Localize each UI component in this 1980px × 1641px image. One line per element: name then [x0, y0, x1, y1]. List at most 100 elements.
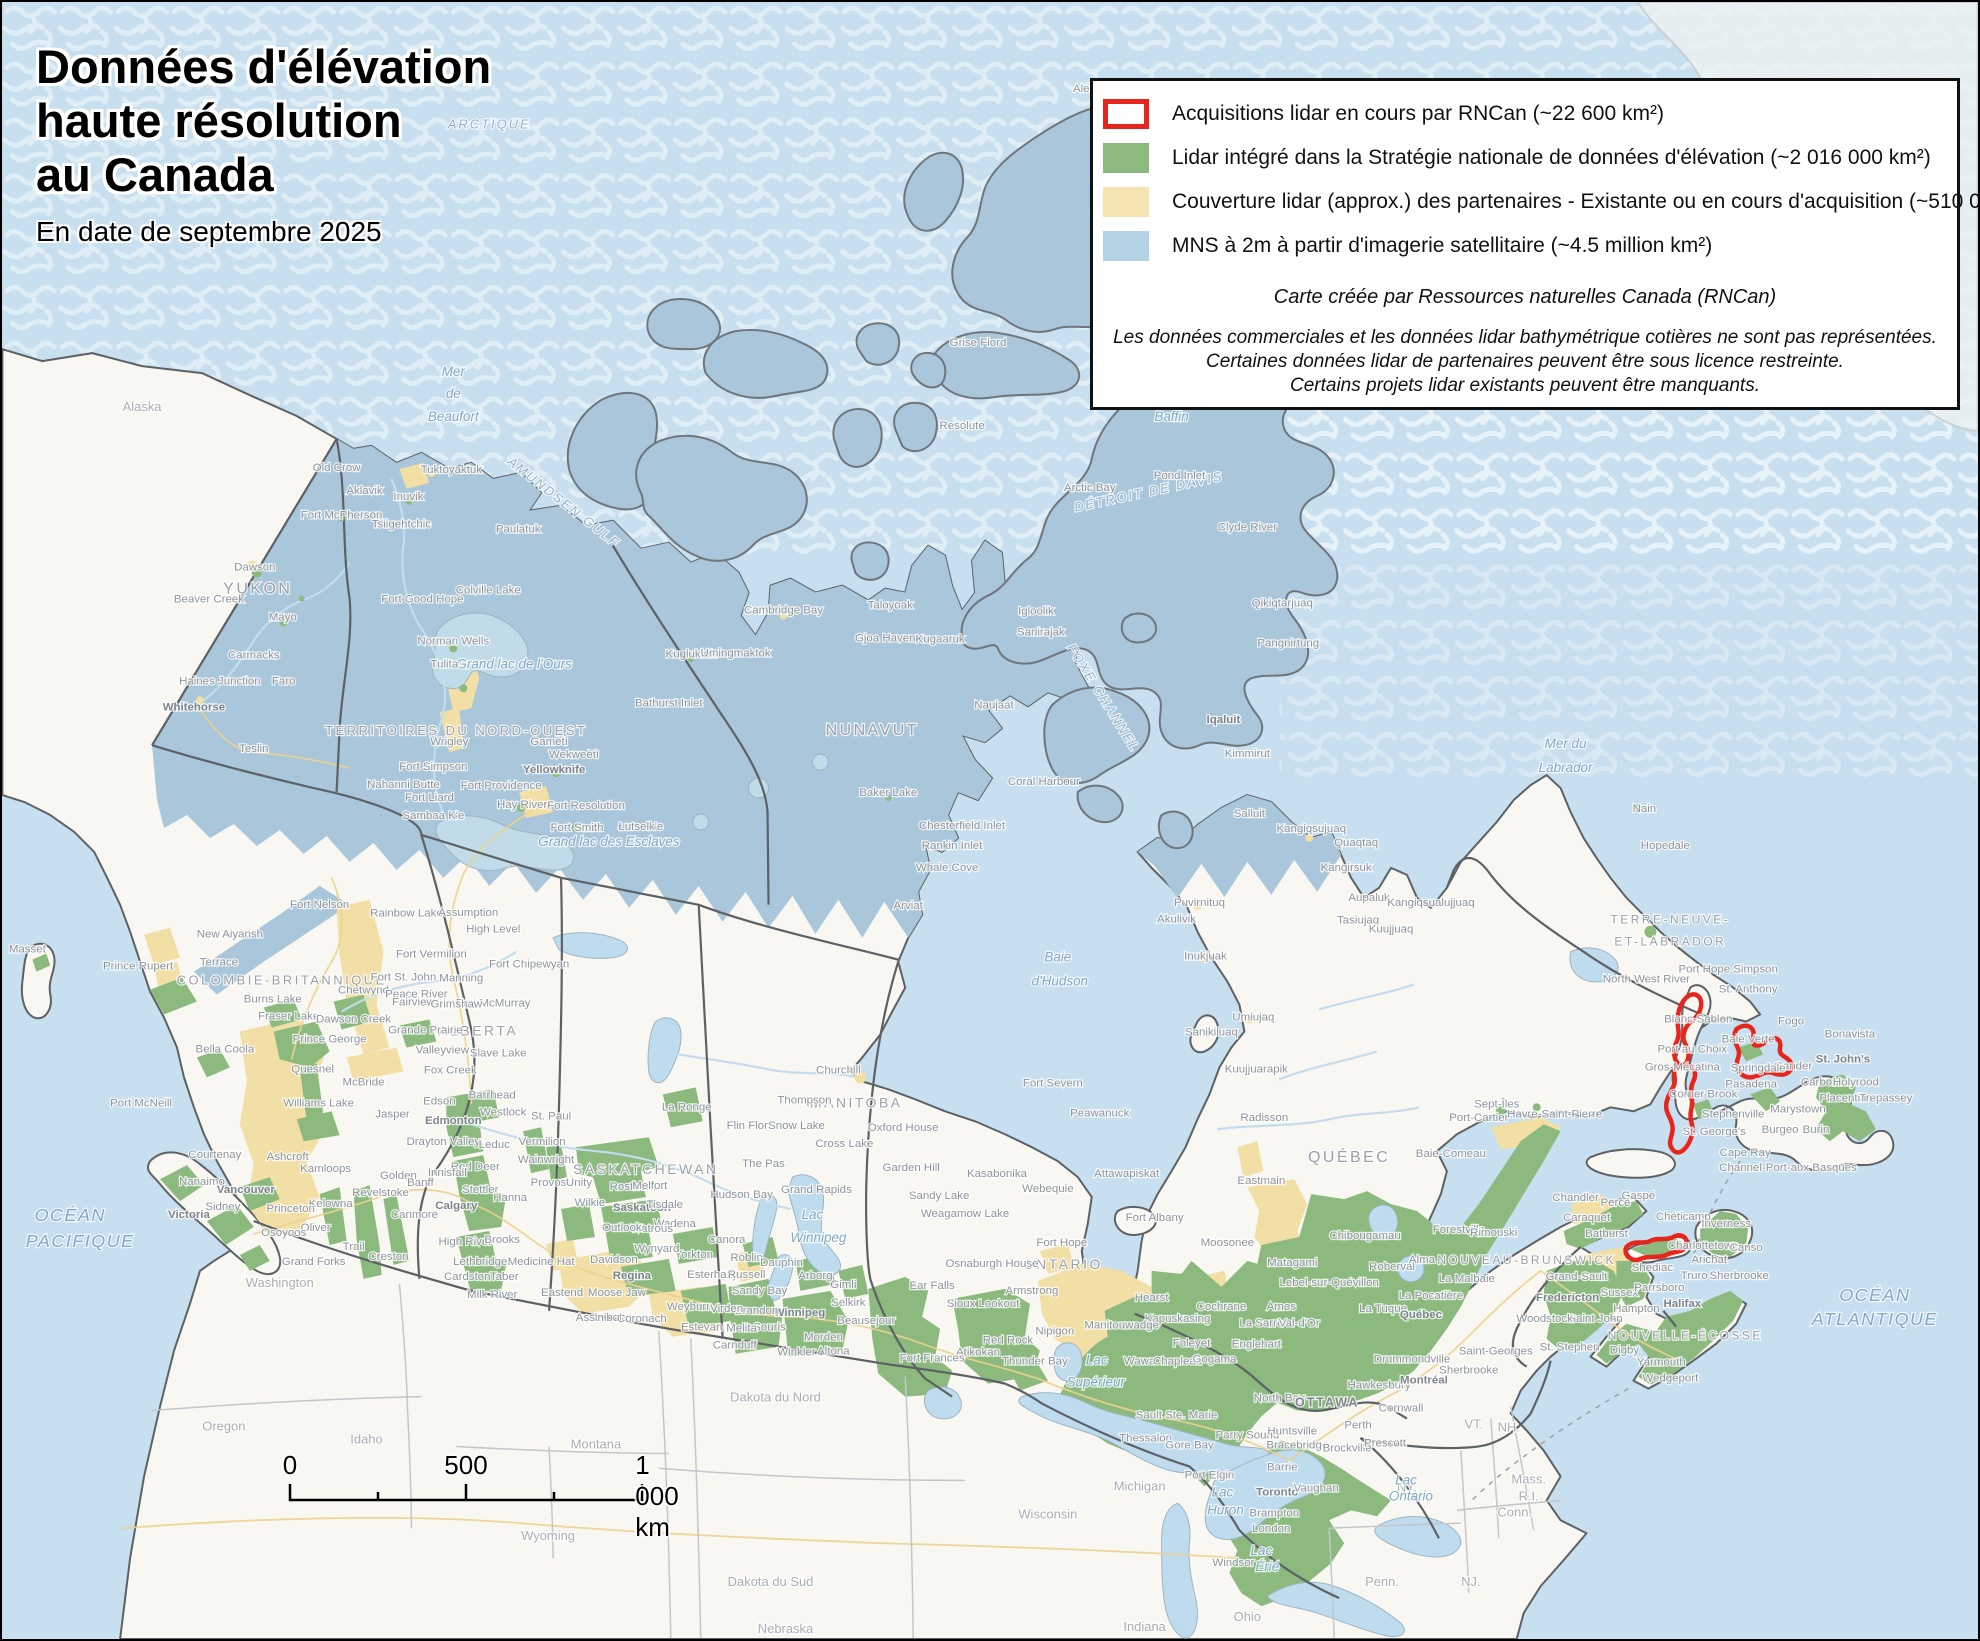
town-label: Westlock — [480, 1106, 527, 1118]
town-label: Red Deer — [451, 1161, 500, 1173]
town-label: Assiniboia — [576, 1312, 629, 1324]
town-label: Gander — [1774, 1060, 1812, 1072]
town-label: Percé — [1600, 1197, 1630, 1209]
town-label: Matagami — [1267, 1257, 1317, 1269]
legend-box: Acquisitions lidar en cours par RNCan (~… — [1090, 78, 1978, 410]
town-label: Winnipeg — [774, 1307, 826, 1319]
strategy-lidar-dot — [449, 644, 458, 653]
town-label: Ashcroft — [267, 1151, 310, 1163]
cornwallis-island — [910, 351, 947, 389]
town-label: Whitehorse — [163, 701, 225, 713]
town-label: Manitouwadge — [1084, 1320, 1159, 1332]
strategy-lidar-dot — [1495, 1106, 1506, 1117]
anticosti — [1585, 1148, 1676, 1179]
town-label: Tisdale — [647, 1199, 684, 1211]
water-label: Winnipeg — [790, 1230, 846, 1245]
town-label: Pond Inlet — [1154, 470, 1206, 482]
water-label: ATLANTIQUE — [1811, 1309, 1938, 1329]
town-label: Kuujjuaq — [1369, 924, 1414, 936]
town-label: Taber — [490, 1271, 519, 1283]
us-state-label: Wyoming — [521, 1528, 575, 1543]
town-label: Prince George — [293, 1033, 367, 1045]
town-label: St. Anthony — [1719, 984, 1778, 996]
axel-heiberg-island — [903, 151, 965, 232]
town-label: Haines Junction — [179, 675, 261, 687]
town-label: Selkirk — [831, 1297, 866, 1309]
town-label: Thunder Bay — [1002, 1356, 1068, 1368]
town-label: Burgeo — [1762, 1124, 1799, 1136]
town-label: Thessalon — [1119, 1432, 1172, 1444]
prince-charles-island — [1120, 612, 1158, 644]
town-label: St. George's — [1683, 1126, 1747, 1138]
town-label: Provost — [531, 1177, 571, 1189]
town-label: Sherbrooke — [1439, 1365, 1498, 1377]
strategy-lidar-dot — [687, 656, 694, 663]
town-label: Hopedale — [1641, 840, 1690, 852]
strategy-lidar-dot — [192, 704, 201, 713]
town-label: High Level — [466, 924, 520, 936]
town-label: Grimshaw — [430, 999, 482, 1011]
ferry-routes — [1468, 1160, 1741, 1504]
strategy-lidar-patches — [32, 953, 1876, 1607]
town-label: Sherbrooke — [1710, 1270, 1769, 1282]
town-label: Kamloops — [300, 1163, 351, 1175]
town-label: Windsor — [1212, 1557, 1254, 1569]
town-label: Saint John — [1568, 1313, 1622, 1325]
town-label: Kangiqsualujjuaq — [1387, 897, 1474, 909]
town-label: Arborg — [798, 1270, 832, 1282]
town-label: Mayo — [269, 611, 297, 623]
town-label: Ear Falls — [910, 1280, 956, 1292]
us-state-label: Washington — [246, 1275, 314, 1290]
town-label: Souris — [753, 1322, 786, 1334]
town-label: Val-d'Or — [1279, 1318, 1320, 1330]
us-state-label: Alaska — [123, 399, 163, 414]
province-label: SASKATCHEWAN — [573, 1161, 718, 1177]
town-label: Sanikiluaq — [1185, 1026, 1238, 1038]
town-label: Weagamow Lake — [921, 1208, 1009, 1220]
town-label: Norman Wells — [417, 635, 489, 647]
town-label: Moose Jaw — [588, 1287, 647, 1299]
town-label: Edmonton — [425, 1115, 482, 1127]
town-label: Esterhazy — [687, 1269, 738, 1281]
town-label: Osoyoos — [261, 1227, 307, 1239]
town-label: Channel-Port-aux Basques — [1719, 1162, 1857, 1174]
town-label: Parry Sound — [1215, 1429, 1279, 1441]
town-label: Fort McMurray — [456, 998, 531, 1010]
town-label: Hearst — [1135, 1292, 1170, 1304]
town-label: Tuktoyaktuk — [421, 464, 483, 476]
town-label: Fort Vermilion — [396, 949, 467, 961]
rncan-acquisitions — [1623, 992, 1794, 1263]
title-line-3: au Canada — [36, 148, 274, 201]
town-label: Fort Providence — [461, 780, 542, 792]
town-label: Kangiqsujuaq — [1276, 823, 1346, 835]
town-label: Garden Hill — [883, 1162, 940, 1174]
town-label: Yellowknife — [523, 764, 585, 776]
strategy-lidar-dot — [338, 515, 345, 522]
town-label: Drayton Valley — [406, 1136, 480, 1148]
water-label: d'Hudson — [1032, 974, 1088, 989]
town-label: Havre-Saint-Pierre — [1507, 1108, 1602, 1120]
town-label: St. Stephen — [1540, 1342, 1600, 1354]
scale-label-0: 0 — [282, 1450, 298, 1480]
town-label: Creston — [368, 1251, 408, 1263]
town-label: Teslin — [239, 743, 268, 755]
town-label: Atikokan — [956, 1347, 1000, 1359]
strategy-lidar-dot — [1532, 1103, 1541, 1112]
town-label: Manning — [439, 973, 483, 985]
us-state-label: NJ. — [1461, 1574, 1480, 1589]
town-label: Stettler — [462, 1184, 499, 1196]
us-state-label: Conn. — [1497, 1504, 1532, 1519]
town-label: Churchill — [816, 1064, 861, 1076]
town-label: Holyrood — [1833, 1076, 1879, 1088]
town-label: Peace River — [385, 989, 448, 1001]
water-label: Lac — [1212, 1484, 1234, 1499]
town-label: Barrhead — [469, 1089, 516, 1101]
town-label: Dawson — [234, 562, 275, 574]
town-label: Nanaimo — [179, 1176, 225, 1188]
town-label: Grise Fiord — [950, 337, 1007, 349]
town-label: Lebel-sur-Quévillon — [1279, 1277, 1378, 1289]
melville-island — [703, 328, 829, 399]
legend-note: Certaines données lidar de partenaires p… — [1206, 351, 1844, 372]
town-label: Faro — [272, 675, 296, 687]
town-label: Barrie — [1267, 1461, 1298, 1473]
